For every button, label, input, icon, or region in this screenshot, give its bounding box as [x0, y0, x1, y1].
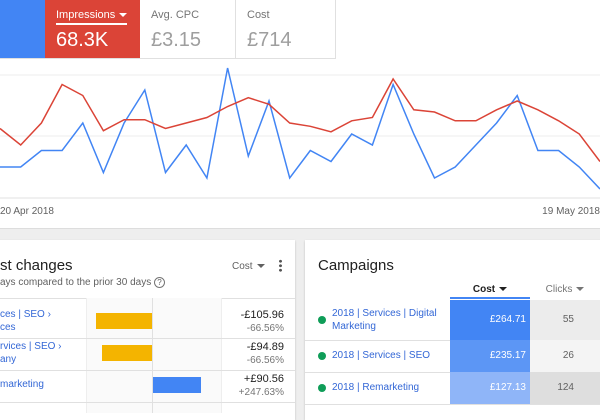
- sort-label: Cost: [232, 261, 253, 272]
- change-bar: [95, 313, 152, 329]
- cost-cell: £127.13: [450, 372, 530, 404]
- metric-tile[interactable]: Avg. CPC £3.15: [140, 0, 236, 58]
- dropdown-icon: [119, 13, 128, 18]
- metric-label: Cost: [247, 9, 270, 21]
- x-label: 20 Apr 2018: [0, 206, 54, 217]
- line-series: [0, 67, 600, 190]
- divider: [0, 370, 295, 371]
- row-name-line: ces | SEO ›: [0, 309, 51, 320]
- change-percent: -66.56%: [246, 323, 284, 334]
- status-dot: [318, 316, 326, 324]
- column-header[interactable]: Cost: [450, 284, 530, 295]
- metric-label: Avg. CPC: [151, 9, 200, 21]
- metric-tile[interactable]: [0, 0, 45, 58]
- row-name-line: ces: [0, 322, 16, 333]
- sort-icon: [576, 287, 585, 292]
- metric-label-text: Impressions: [56, 9, 116, 21]
- change-amount: +£90.56: [243, 373, 284, 385]
- row-name[interactable]: ces | SEO › ces: [0, 308, 84, 334]
- cost-cell: £264.71: [450, 300, 530, 340]
- metric-value: £3.15: [151, 29, 202, 51]
- x-label: 19 May 2018: [542, 206, 600, 217]
- row-name-line: rvices | SEO ›: [0, 341, 62, 352]
- metric-value: 68.3K: [56, 29, 109, 51]
- line-series: [0, 77, 600, 162]
- campaign-name[interactable]: 2018 | Services | Digital Marketing: [332, 308, 437, 332]
- change-amount: -£94.89: [246, 341, 284, 353]
- metric-tile[interactable]: Impressions 68.3K: [45, 0, 140, 58]
- metric-label: Impressions: [56, 9, 128, 25]
- menu-icon[interactable]: [279, 259, 282, 272]
- change-bar: [101, 345, 152, 361]
- clicks-cell: 124: [530, 372, 600, 404]
- row-name-line: any: [0, 354, 17, 365]
- help-icon[interactable]: ?: [153, 277, 165, 288]
- subtitle-text: ays compared to the prior 30 days: [0, 277, 152, 288]
- divider: [305, 404, 600, 405]
- panel-subtitle: ays compared to the prior 30 days ?: [0, 277, 165, 288]
- metric-tile[interactable]: Cost £714: [236, 0, 336, 58]
- change-bar: [153, 377, 201, 393]
- panel-title: Campaigns: [318, 257, 394, 274]
- change-percent: +247.63%: [238, 387, 284, 398]
- column-header-text: Clicks: [545, 284, 573, 295]
- status-dot: [318, 352, 326, 360]
- cost-cell: £235.17: [450, 340, 530, 372]
- clicks-cell: 26: [530, 340, 600, 372]
- divider: [0, 402, 295, 403]
- clicks-cell: 55: [530, 300, 600, 340]
- divider: [0, 58, 336, 59]
- panel-title: st changes: [0, 257, 73, 274]
- sort-dropdown[interactable]: Cost: [232, 261, 265, 272]
- campaign-name[interactable]: 2018 | Remarketing: [332, 382, 420, 393]
- sort-icon: [499, 287, 508, 292]
- dropdown-icon: [256, 264, 265, 269]
- metric-value: £714: [247, 29, 292, 51]
- row-name[interactable]: rvices | SEO › any: [0, 340, 84, 366]
- column-header[interactable]: Clicks: [530, 284, 600, 295]
- zero-line: [152, 298, 153, 413]
- change-percent: -66.56%: [246, 355, 284, 366]
- divider: [0, 338, 295, 339]
- column-header-text: Cost: [472, 284, 496, 295]
- change-amount: -£105.96: [240, 309, 284, 321]
- sort-underline: [450, 297, 530, 299]
- row-name-line: marketing: [0, 379, 44, 390]
- campaign-name[interactable]: 2018 | Services | SEO: [332, 350, 431, 361]
- status-dot: [318, 384, 326, 392]
- row-name[interactable]: marketing: [0, 378, 84, 391]
- line-chart: 20 Apr 2018 19 May 2018: [0, 67, 600, 217]
